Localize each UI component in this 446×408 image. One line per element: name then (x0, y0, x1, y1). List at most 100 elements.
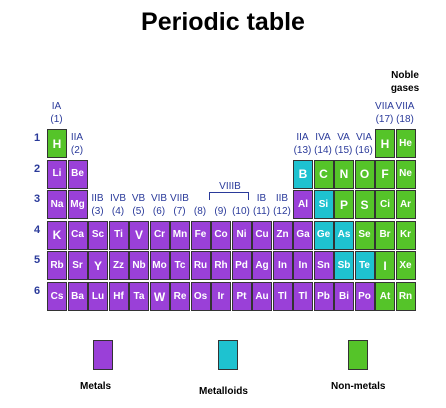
element-cell-ar: Ar (395, 190, 416, 220)
element-cell-po: Po (354, 282, 375, 311)
element-cell-xe: Xe (395, 251, 416, 281)
group-label: VIA (16) (355, 131, 373, 156)
element-cell-tl: Tl (272, 282, 293, 311)
element-cell-h: H (375, 129, 395, 158)
group-viiib-bracket (209, 192, 249, 200)
group-label: IIB (3) (91, 192, 104, 217)
element-cell-sb: Sb (334, 251, 354, 281)
element-cell-v: V (129, 220, 149, 250)
element-cell-b: B (293, 159, 313, 189)
element-cell-au: Au (252, 282, 272, 311)
group-label: (10) (232, 205, 250, 217)
element-cell-sc: Sc (88, 220, 108, 250)
element-cell-al: Al (293, 190, 313, 220)
element-cell-pb: Pb (313, 282, 334, 311)
element-cell-pt: Pt (231, 282, 252, 311)
element-cell-mg: Mg (67, 190, 88, 220)
element-cell-zn: Zn (272, 220, 293, 250)
element-cell-in: In (293, 251, 313, 281)
element-cell-cr: Cr (149, 220, 170, 250)
element-cell-si: Si (313, 190, 334, 220)
element-cell-os: Os (190, 282, 211, 311)
legend-swatch-nonmetal (348, 340, 368, 370)
element-cell-ru: Ru (190, 251, 211, 281)
group-label: IVA (14) (314, 131, 332, 156)
element-cell-in: In (272, 251, 293, 281)
element-cell-o: O (354, 159, 375, 189)
group-label: VIB (6) (150, 192, 168, 217)
element-cell-li: Li (47, 159, 67, 189)
element-cell-na: Na (47, 190, 67, 220)
element-cell-se: Se (354, 220, 375, 250)
group-label: VB (5) (131, 192, 146, 217)
element-cell-zz: Zz (108, 251, 129, 281)
element-cell-f: F (375, 159, 395, 189)
period-number: 1 (33, 132, 41, 144)
period-number: 5 (33, 254, 41, 267)
group-label: (8) (193, 205, 207, 217)
element-cell-bi: Bi (334, 282, 354, 311)
element-cell-y: Y (88, 251, 108, 281)
element-cell-tl: Tl (293, 282, 313, 311)
period-number: 3 (33, 193, 41, 206)
group-label: VA (15) (334, 131, 353, 156)
element-cell-sn: Sn (313, 251, 334, 281)
element-cell-nb: Nb (129, 251, 149, 281)
element-cell-mo: Mo (149, 251, 170, 281)
element-cell-lu: Lu (88, 282, 108, 311)
element-cell-kr: Kr (395, 220, 416, 250)
legend-label-nonmetal: Non-metals (331, 381, 386, 392)
element-cell-ni: Ni (231, 220, 252, 250)
legend-label-metalloid: Metalloids (199, 386, 248, 397)
group-label: (9) (214, 205, 227, 217)
group-label: IB (11) (252, 192, 271, 217)
element-cell-ge: Ge (313, 220, 334, 250)
group-label: IIA (2) (70, 131, 84, 156)
element-cell-ti: Ti (108, 220, 129, 250)
element-cell-te: Te (354, 251, 375, 281)
element-cell-as: As (334, 220, 354, 250)
legend-swatch-metalloid (218, 340, 238, 370)
period-number: 2 (33, 162, 41, 175)
element-cell-w: W (149, 282, 170, 311)
group-label: VIIA (17) (375, 101, 394, 125)
element-cell-at: At (375, 282, 395, 311)
element-cell-ca: Ca (67, 220, 88, 250)
element-cell-s: S (354, 190, 375, 220)
element-cell-fe: Fe (190, 220, 211, 250)
group-label: VIIB (7) (170, 192, 189, 217)
element-cell-he: He (395, 129, 416, 158)
element-cell-rn: Rn (395, 282, 416, 311)
legend-label-metal: Metals (80, 381, 112, 392)
group-label: VIIA (18) (395, 101, 415, 125)
group-label: IVB (4) (109, 192, 127, 217)
element-cell-k: K (47, 220, 67, 250)
element-cell-cu: Cu (252, 220, 272, 250)
element-cell-ne: Ne (395, 159, 416, 189)
element-cell-pd: Pd (231, 251, 252, 281)
page-title: Periodic table (141, 8, 305, 36)
period-number: 4 (33, 223, 41, 236)
element-cell-ag: Ag (252, 251, 272, 281)
group-viiib-label: VIIIB (219, 181, 241, 192)
element-cell-n: N (334, 159, 354, 189)
element-cell-rh: Rh (211, 251, 231, 281)
element-cell-re: Re (170, 282, 190, 311)
noble-gases-label: Noble gases (390, 70, 420, 94)
period-number: 6 (33, 285, 41, 297)
group-label: IIA (13) (293, 131, 312, 156)
element-cell-p: P (334, 190, 354, 220)
element-cell-rb: Rb (47, 251, 67, 281)
element-cell-ta: Ta (129, 282, 149, 311)
element-cell-mn: Mn (170, 220, 190, 250)
legend-swatch-metal (93, 340, 113, 370)
element-cell-be: Be (67, 159, 88, 189)
element-cell-ga: Ga (293, 220, 313, 250)
element-cell-hf: Hf (108, 282, 129, 311)
element-cell-i: I (375, 251, 395, 281)
element-cell-h: H (47, 129, 67, 158)
element-cell-ci: Ci (375, 190, 395, 220)
element-cell-br: Br (375, 220, 395, 250)
element-cell-cs: Cs (47, 282, 67, 311)
group-label: IIB (12) (273, 192, 291, 217)
